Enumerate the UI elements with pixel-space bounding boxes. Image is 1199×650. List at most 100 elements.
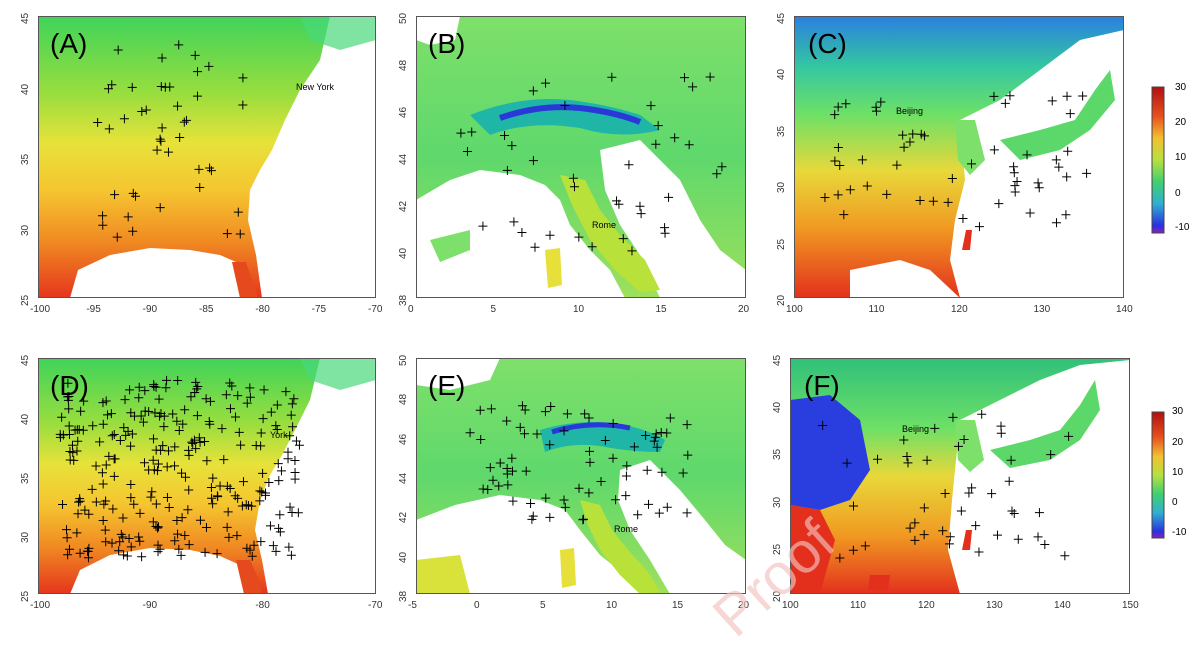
occurrence-marker	[284, 542, 294, 552]
x-tick-d: -80	[255, 600, 270, 611]
occurrence-marker	[162, 462, 172, 472]
occurrence-marker	[154, 522, 164, 532]
occurrence-marker	[1013, 534, 1023, 544]
occurrence-marker	[587, 242, 597, 252]
occurrence-marker	[275, 510, 285, 520]
occurrence-marker	[186, 392, 196, 402]
occurrence-marker	[664, 192, 674, 202]
occurrence-marker	[559, 495, 569, 505]
occurrence-marker	[192, 91, 202, 101]
occurrence-marker	[122, 551, 132, 561]
occurrence-marker	[256, 428, 266, 438]
occurrence-marker	[72, 446, 82, 456]
panel-label-a: (A)	[50, 28, 88, 59]
occurrence-marker	[224, 532, 234, 542]
occurrence-marker	[118, 532, 128, 542]
y-tick-b: 46	[398, 106, 409, 118]
occurrence-marker	[232, 531, 242, 541]
occurrence-marker	[184, 540, 194, 550]
occurrence-marker	[101, 537, 111, 547]
occurrence-marker	[153, 459, 163, 469]
occurrence-marker	[109, 471, 119, 481]
occurrence-marker	[574, 483, 584, 493]
occurrence-marker	[154, 394, 164, 404]
occurrence-marker	[507, 141, 517, 151]
occurrence-marker	[974, 222, 984, 232]
colorbar-bottom-tick-4: -10	[1172, 527, 1187, 538]
occurrence-marker	[500, 130, 510, 140]
x-tick-d: -90	[142, 600, 158, 611]
occurrence-marker	[919, 503, 929, 513]
occurrence-marker	[141, 105, 151, 115]
x-tick-a: -90	[142, 304, 158, 315]
occurrence-marker	[488, 475, 498, 485]
occurrence-marker	[526, 499, 536, 509]
occurrence-marker	[134, 393, 144, 403]
occurrence-marker	[684, 140, 694, 150]
y-tick-e: 50	[398, 354, 409, 366]
occurrence-marker	[126, 493, 136, 503]
occurrence-marker	[956, 506, 966, 516]
x-tick-b: 10	[573, 304, 585, 315]
occurrence-marker	[83, 547, 93, 557]
occurrence-marker	[205, 396, 215, 406]
occurrence-marker	[208, 499, 218, 509]
occurrence-marker	[905, 137, 915, 147]
occurrence-marker	[195, 182, 205, 192]
occurrence-marker	[72, 528, 82, 538]
occurrence-marker	[528, 86, 538, 96]
x-tick-e: 5	[540, 600, 546, 611]
occurrence-marker	[62, 525, 72, 535]
occurrence-marker	[75, 494, 85, 504]
colorbar-top-tick-4: -10	[1175, 222, 1190, 233]
occurrence-marker	[157, 123, 167, 133]
occurrence-marker	[65, 455, 75, 465]
occurrence-marker	[287, 399, 297, 409]
occurrence-marker	[153, 547, 163, 557]
occurrence-marker	[486, 404, 496, 414]
occurrence-marker	[608, 453, 618, 463]
panel-d: (D) York	[0, 0, 400, 619]
y-tick-d: 35	[20, 472, 31, 484]
occurrence-marker	[871, 106, 881, 116]
occurrence-marker	[223, 507, 233, 517]
panel-f: (F) Beijing	[790, 358, 1130, 594]
occurrence-marker	[1047, 96, 1057, 106]
occurrence-marker	[98, 220, 108, 230]
occurrence-marker	[940, 489, 950, 499]
occurrence-marker	[899, 142, 909, 152]
occurrence-marker	[55, 429, 65, 439]
occurrence-marker	[234, 427, 244, 437]
occurrence-marker	[545, 230, 555, 240]
occurrence-marker	[155, 411, 165, 421]
occurrence-marker	[967, 483, 977, 493]
occurrence-marker	[266, 407, 276, 417]
occurrence-marker	[1033, 532, 1043, 542]
occurrence-marker	[135, 508, 145, 518]
y-tick-b: 48	[398, 59, 409, 71]
occurrence-marker	[191, 444, 201, 454]
x-tick-f: 140	[1054, 600, 1071, 611]
map-f	[790, 358, 1130, 594]
occurrence-marker	[622, 461, 632, 471]
occurrence-marker	[546, 402, 556, 412]
x-tick-a: -85	[199, 304, 214, 315]
occurrence-marker	[945, 532, 955, 542]
occurrence-marker	[155, 134, 165, 144]
occurrence-marker	[191, 377, 201, 387]
occurrence-marker	[147, 487, 157, 497]
occurrence-marker	[948, 412, 958, 422]
occurrence-marker	[1005, 91, 1015, 101]
occurrence-marker	[268, 541, 278, 551]
occurrence-marker	[509, 217, 519, 227]
y-tick-c: 40	[776, 69, 787, 81]
occurrence-marker	[994, 199, 1004, 209]
occurrence-marker	[996, 428, 1006, 438]
occurrence-marker	[959, 434, 969, 444]
occurrence-marker	[654, 508, 664, 518]
occurrence-marker	[1009, 508, 1019, 518]
occurrence-marker	[177, 513, 187, 523]
panel-e: (E) Rome	[416, 358, 746, 594]
y-tick-f: 45	[772, 354, 783, 366]
colorbar-top	[1151, 86, 1165, 234]
